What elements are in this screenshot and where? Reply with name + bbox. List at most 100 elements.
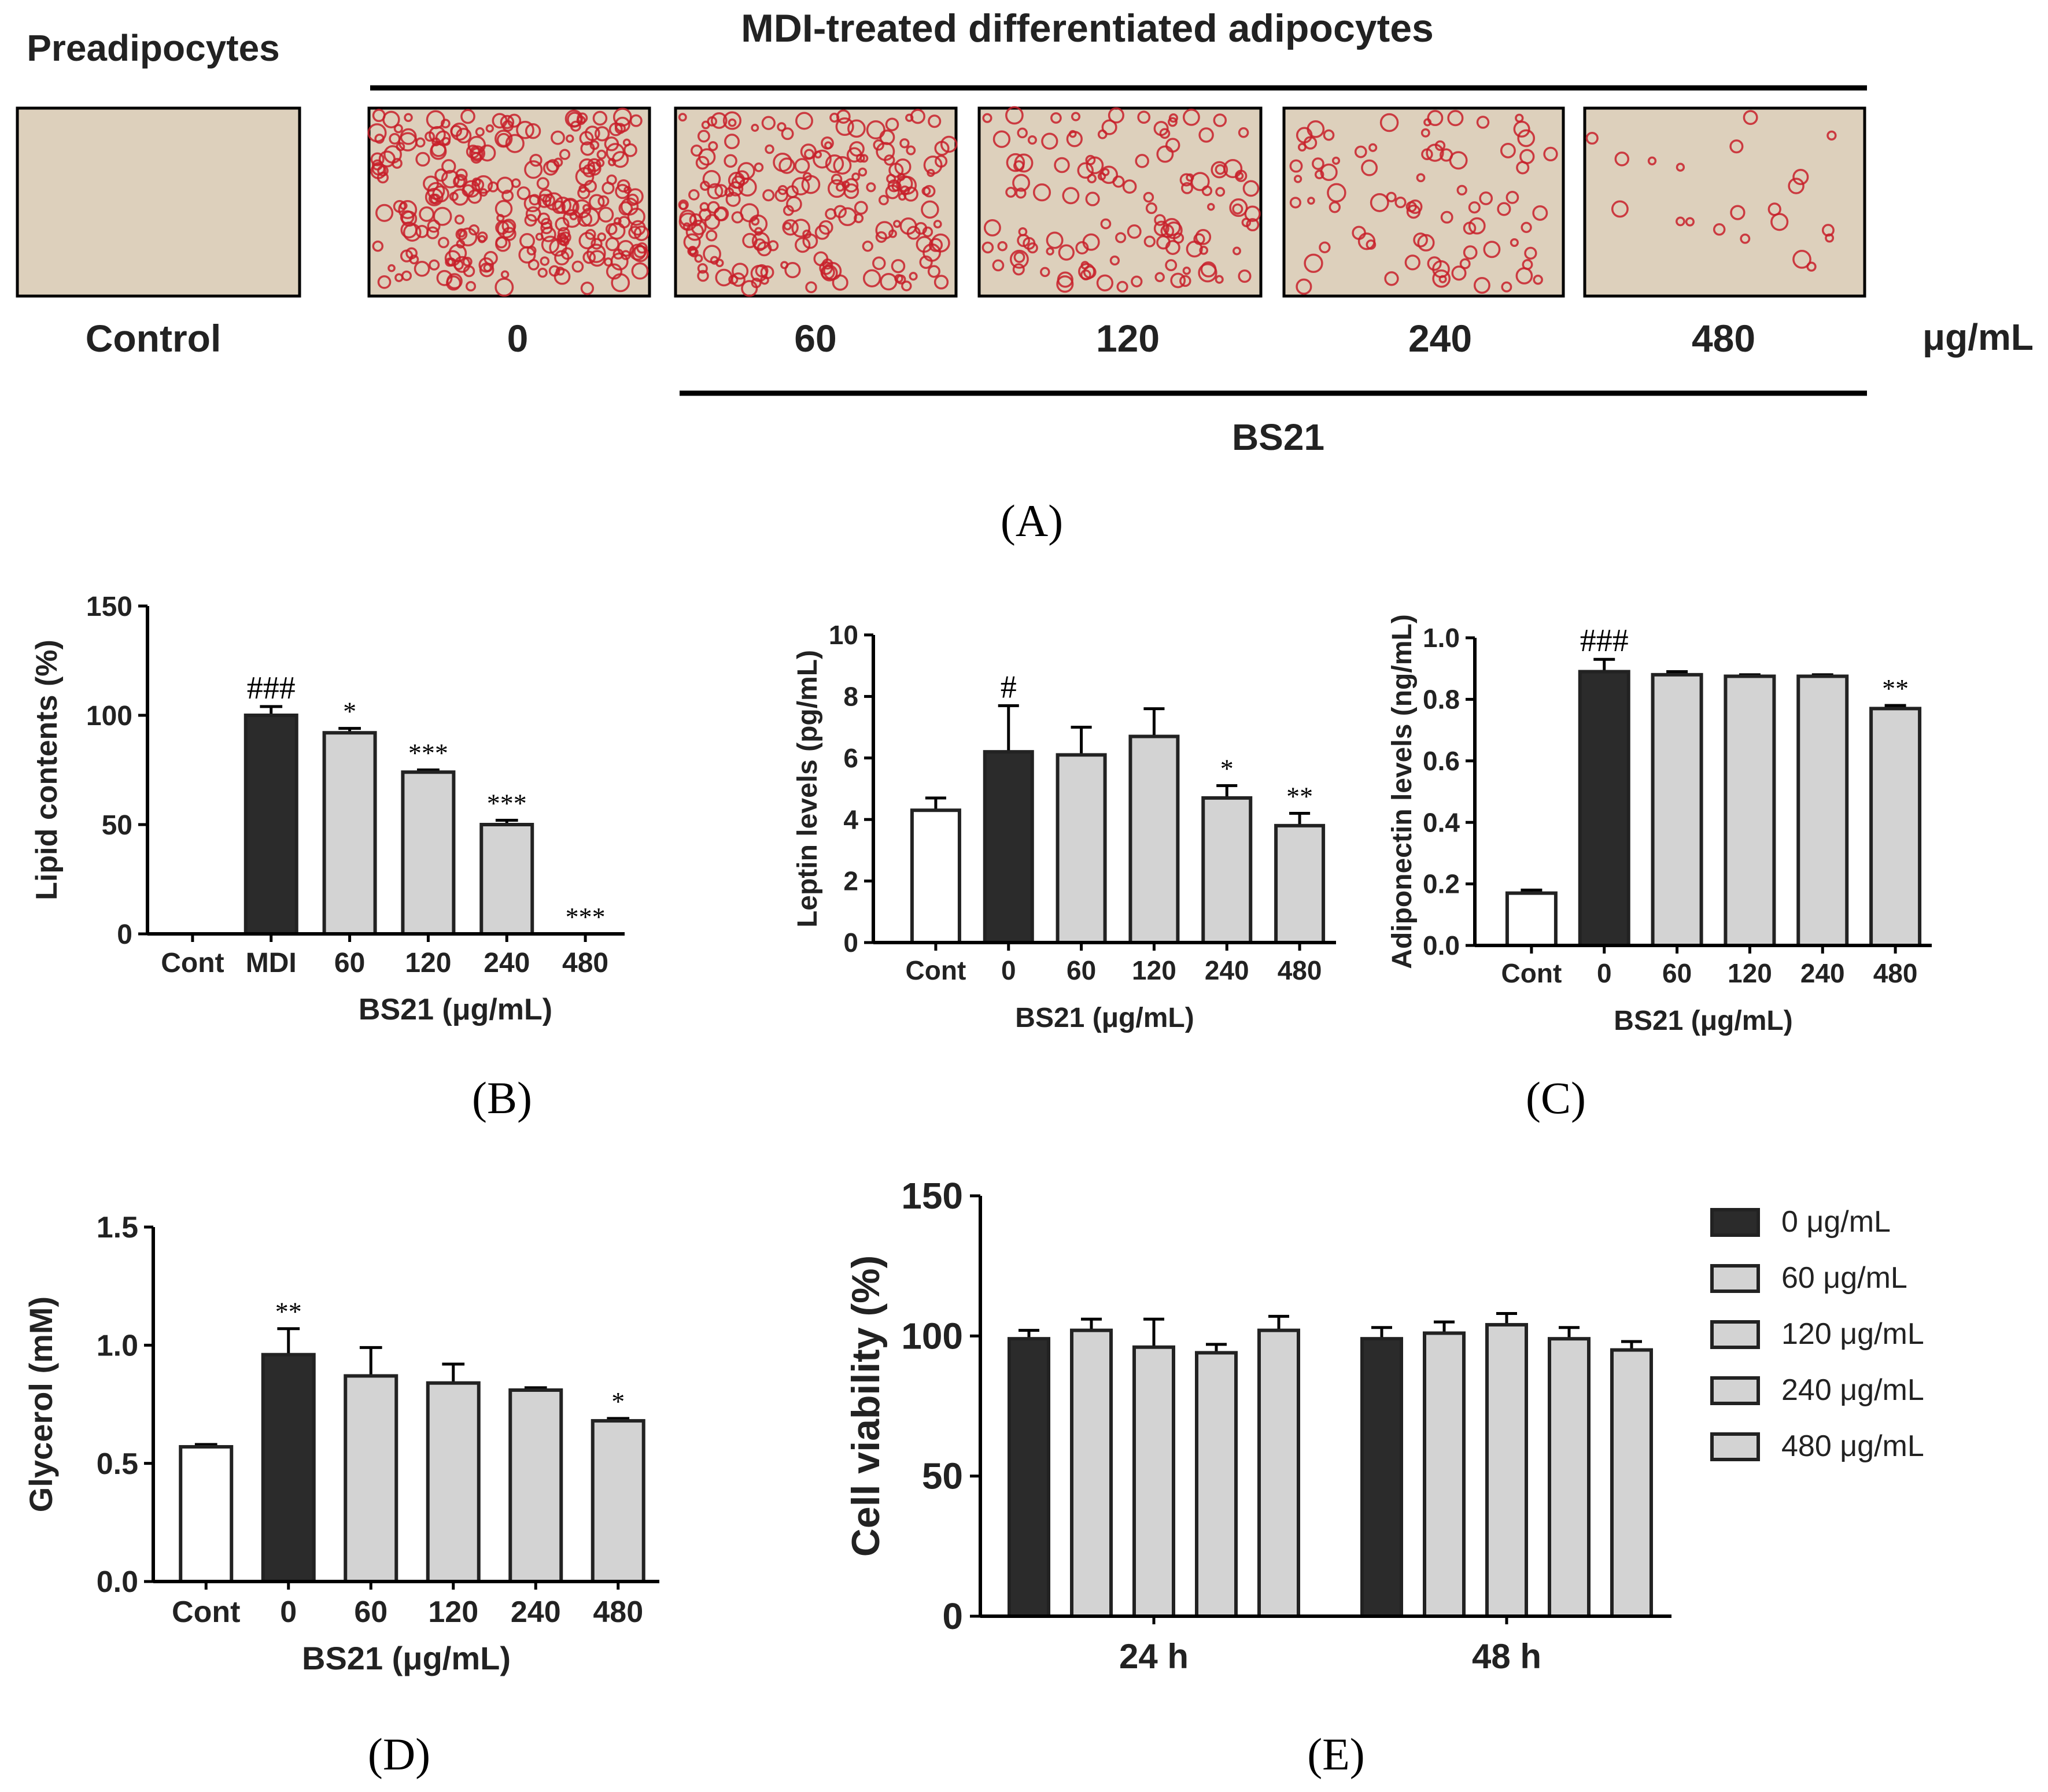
lipid-droplet: [697, 263, 708, 274]
bar-24 h-2: [1132, 1345, 1175, 1618]
lipid-droplet: [754, 162, 764, 172]
lipid-droplet: [921, 200, 939, 219]
panel-label: (E): [1307, 1729, 1365, 1779]
lipid-droplet: [479, 262, 495, 278]
lipid-droplet: [724, 134, 740, 150]
x-tick-label: 240: [1205, 955, 1249, 985]
lipid-droplet: [1438, 275, 1447, 283]
lipid-droplet: [854, 201, 868, 215]
lipid-droplet: [783, 221, 792, 231]
lipid-droplet: [1135, 154, 1149, 168]
lipid-droplet: [370, 152, 385, 167]
lipid-droplet: [1156, 145, 1174, 163]
lipid-droplet: [1167, 117, 1178, 127]
bar-48 h-2: [1485, 1322, 1528, 1619]
lipid-droplet: [1307, 197, 1315, 205]
bar-240: [1796, 674, 1849, 947]
lipid-droplet: [578, 158, 595, 175]
lipid-droplet: [1451, 265, 1467, 281]
lipid-droplet: [1101, 119, 1117, 135]
lipid-droplet: [835, 117, 854, 136]
lipid-droplet: [767, 240, 779, 252]
bar-480: [591, 1419, 645, 1584]
lipid-droplet: [1611, 200, 1629, 218]
lipid-droplet: [854, 213, 864, 223]
lipid-droplet: [928, 114, 942, 128]
lipid-droplet: [404, 113, 413, 123]
legend-swatch: [1710, 1432, 1760, 1461]
lipid-droplet: [455, 168, 468, 181]
lipid-droplet: [429, 259, 440, 271]
y-tick-label: 0.6: [1423, 746, 1460, 776]
bar-240: [1201, 796, 1253, 944]
bar-60: [344, 1374, 398, 1583]
unit-label: μg/mL: [1922, 316, 2034, 358]
lipid-droplet: [1585, 131, 1599, 145]
lipid-droplet: [814, 224, 830, 240]
lipid-droplet: [759, 275, 769, 285]
lipid-droplet: [1427, 256, 1442, 271]
lipid-droplet: [1165, 259, 1178, 272]
y-tick-label: 0.8: [1423, 685, 1460, 715]
lipid-droplet: [885, 117, 899, 131]
micrograph-caption: Control: [86, 317, 222, 360]
lipid-droplet: [847, 119, 866, 138]
lipid-droplet: [1420, 128, 1430, 138]
bar-120: [1724, 674, 1776, 947]
legend-swatch: [1710, 1264, 1760, 1293]
lipid-droplet: [434, 168, 448, 182]
bar-480: [1869, 707, 1922, 947]
lipid-droplet: [688, 189, 700, 201]
lipid-droplet: [423, 175, 439, 192]
bar-120: [401, 770, 456, 936]
lipid-droplet: [678, 113, 687, 122]
lipid-droplet: [465, 280, 477, 292]
lipid-droplet: [454, 215, 465, 225]
lipid-droplet: [468, 224, 480, 236]
lipid-droplet: [488, 181, 499, 193]
lipid-droplet: [704, 214, 721, 230]
lipid-droplet: [631, 262, 649, 280]
lipid-droplet: [505, 134, 525, 153]
lipid-droplet: [1676, 216, 1685, 227]
lipid-droplet: [388, 264, 396, 272]
lipid-droplet: [441, 159, 456, 174]
x-tick-label: 60: [1067, 955, 1096, 985]
lipid-droplet: [371, 162, 386, 176]
lipid-droplet: [682, 222, 691, 231]
lipid-droplet: [496, 132, 511, 147]
lipid-droplet: [724, 154, 737, 168]
lipid-droplet: [537, 194, 552, 208]
lipid-droplet: [794, 158, 810, 174]
x-tick-label: 24 h: [1119, 1637, 1189, 1676]
lipid-droplet: [888, 229, 897, 238]
lipid-droplet: [500, 270, 510, 279]
lipid-droplet: [375, 204, 394, 222]
lipid-droplet: [757, 241, 772, 257]
lipid-droplet: [795, 237, 811, 253]
micrograph-caption: 0: [507, 317, 529, 360]
lipid-droplet: [1195, 229, 1212, 245]
lipid-droplet: [429, 125, 446, 143]
micrograph-frame: [16, 106, 301, 298]
lipid-droplet: [372, 240, 384, 252]
lipid-droplet: [1235, 172, 1244, 180]
lipid-droplet: [1416, 173, 1426, 183]
micrograph-1: 0: [367, 106, 651, 360]
y-tick-label: 0: [942, 1595, 963, 1637]
lipid-droplet: [836, 183, 845, 192]
lipid-droplet: [710, 112, 728, 129]
y-tick-label: 0.0: [97, 1565, 138, 1599]
lipid-droplet: [1241, 217, 1252, 227]
lipid-droplet: [1497, 202, 1511, 216]
lipid-droplet: [862, 241, 873, 252]
lipid-droplet: [896, 175, 913, 193]
x-tick-label: 120: [405, 948, 451, 978]
lipid-droplet: [1238, 127, 1249, 138]
lipid-droplet: [862, 269, 881, 287]
lipid-droplet: [1647, 156, 1657, 165]
lipid-droplet: [561, 198, 580, 216]
lipid-droplet: [571, 260, 584, 273]
lipid-droplet: [501, 189, 514, 202]
lipid-droplet: [1543, 146, 1558, 162]
